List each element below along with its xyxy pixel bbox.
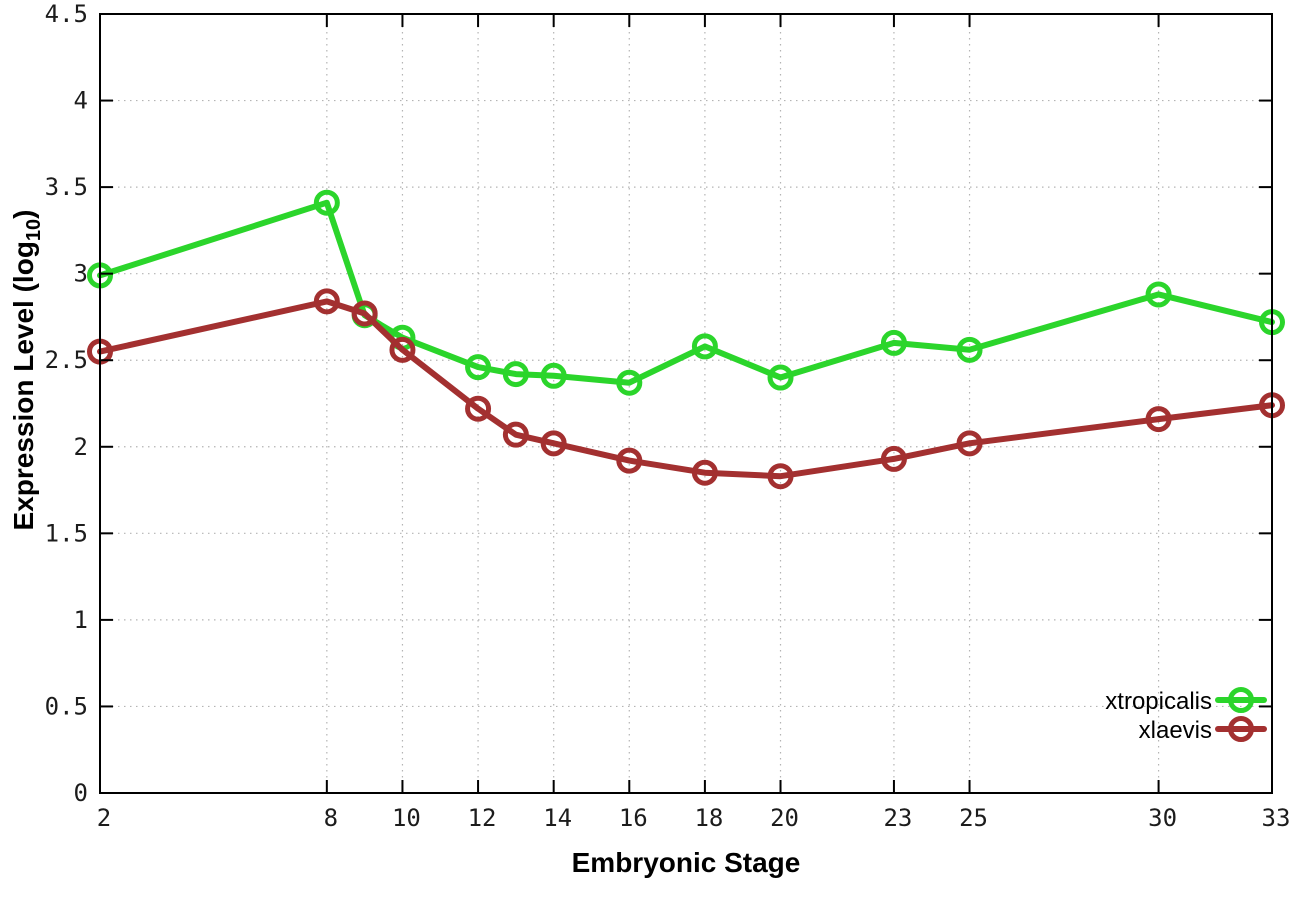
plot-border [99,13,1273,794]
data-point-marker-xlaevis [616,447,643,474]
x-tick-label: 23 [883,804,912,832]
y-tick-label: 1.5 [45,519,88,547]
data-point-marker-xlaevis [767,463,794,490]
legend-label-xtropicalis: xtropicalis [1105,688,1212,715]
y-tick-label: 3 [74,260,88,288]
y-tick-label: 4 [74,87,88,115]
series-line-xtropicalis [97,199,1275,386]
y-tick-label: 0.5 [45,692,88,720]
y-axis-title-close: ) [8,210,39,219]
x-tick-label: 18 [694,804,723,832]
y-tick-label: 4.5 [45,0,88,28]
y-tick-label: 2 [74,433,88,461]
data-point-marker-xlaevis [1145,406,1172,433]
data-point-marker-xtropicalis [956,336,983,363]
data-point-marker-xlaevis [540,430,567,457]
y-tick-label: 0 [74,779,88,807]
data-point-marker-xtropicalis [767,364,794,391]
y-tick-label: 3.5 [45,173,88,201]
data-point-marker-xtropicalis [1145,281,1172,308]
legend-sample-marker-xlaevis [1228,716,1254,742]
data-point-marker-xlaevis [389,336,416,363]
x-axis-title: Embryonic Stage [572,847,801,878]
data-point-marker-xlaevis [502,421,529,448]
legend-sample-marker-xtropicalis [1228,687,1254,713]
x-tick-label: 8 [324,804,338,832]
series-layer [87,189,1285,490]
data-point-marker-xlaevis [351,300,378,327]
tick-label-layer: 2 8 10 12 14 16 18 20 23 25 30 33 0 0.5 1 1.5 2 2.5 3 3.5 4 4… [45,0,1291,832]
data-point-marker-xtropicalis [880,329,907,356]
data-point-marker-xtropicalis [540,362,567,389]
x-tick-label: 30 [1148,804,1177,832]
x-tick-label: 20 [770,804,799,832]
data-point-marker-xtropicalis [691,333,718,360]
x-tick-label: 14 [543,804,572,832]
data-point-marker-xlaevis [691,459,718,486]
legend-samples [1215,687,1267,742]
legend-label-xlaevis: xlaevis [1139,717,1212,744]
data-point-marker-xlaevis [465,395,492,422]
y-axis-title-subscript: 10 [23,219,45,241]
data-point-marker-xlaevis [313,288,340,315]
plot-frame [99,13,1273,794]
x-tick-label: 33 [1262,804,1291,832]
y-axis-title-main: Expression Level (log [8,241,39,530]
x-tick-label: 12 [468,804,497,832]
x-tick-label: 25 [959,804,988,832]
x-tick-label: 2 [97,804,111,832]
grid-layer [100,14,1272,793]
data-point-marker-xtropicalis [313,189,340,216]
data-point-marker-xtropicalis [502,361,529,388]
data-point-marker-xtropicalis [465,354,492,381]
data-point-marker-xtropicalis [616,369,643,396]
series-line-xlaevis [97,298,1275,480]
x-tick-label: 10 [392,804,421,832]
data-point-marker-xlaevis [956,430,983,457]
y-tick-label: 1 [74,606,88,634]
x-tick-label: 16 [619,804,648,832]
data-point-marker-xlaevis [880,445,907,472]
y-tick-label: 2.5 [45,346,88,374]
y-axis-title: Expression Level (log10) [8,210,45,531]
